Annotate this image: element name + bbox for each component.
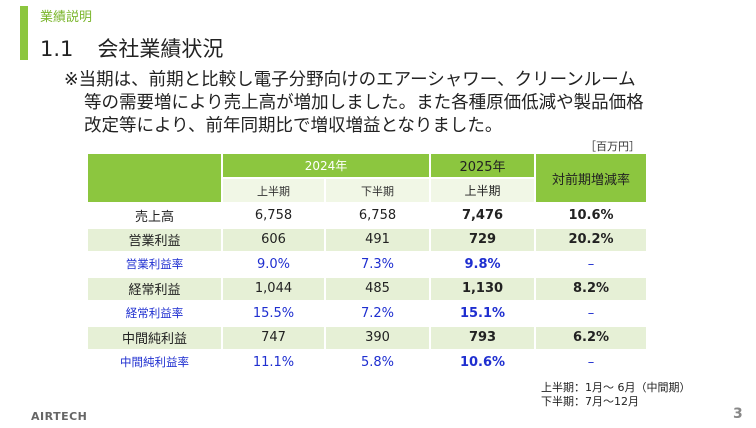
- row-label: 売上高: [88, 204, 223, 229]
- row-label: 営業利益: [88, 228, 223, 253]
- cell-2024-h2: 5.8%: [326, 351, 432, 376]
- cell-2024-h2: 7.2%: [326, 302, 432, 327]
- cell-change: 10.6%: [536, 204, 649, 229]
- header-2025: 2025年: [431, 154, 537, 179]
- note-line-1: ※当期は、前期と比較し電子分野向けのエアーシャワー、クリーンルーム: [64, 70, 636, 90]
- heading-number: 1.1: [40, 37, 74, 61]
- period-note-h1: 上半期：1月～ 6月（中間期）: [541, 381, 691, 394]
- cell-2024-h1: 9.0%: [223, 253, 326, 278]
- cell-2025-h1: 1,130: [431, 277, 537, 302]
- cell-2024-h1: 1,044: [223, 277, 326, 302]
- cell-change: 20.2%: [536, 228, 649, 253]
- performance-table: 2024年 2025年 対前期増減率 上半期 下半期 上半期 売上高 6,758…: [88, 154, 649, 376]
- summary-note: ※当期は、前期と比較し電子分野向けのエアーシャワー、クリーンルーム 等の需要増に…: [64, 69, 724, 138]
- period-note-h2: 下半期：7月～12月: [541, 395, 639, 408]
- table-row: 売上高 6,758 6,758 7,476 10.6%: [88, 204, 649, 229]
- header-2024: 2024年: [223, 154, 432, 179]
- cell-change: –: [536, 351, 649, 376]
- unit-label: ［百万円］: [585, 140, 640, 153]
- cell-2024-h2: 7.3%: [326, 253, 432, 278]
- cell-2024-h2: 6,758: [326, 204, 432, 229]
- table-row: 経常利益率 15.5% 7.2% 15.1% –: [88, 302, 649, 327]
- note-line-2: 等の需要増により売上高が増加しました。また各種原価低減や製品価格: [84, 93, 644, 113]
- cell-2025-h1: 7,476: [431, 204, 537, 229]
- table-row: 営業利益率 9.0% 7.3% 9.8% –: [88, 253, 649, 278]
- cell-2024-h1: 747: [223, 326, 326, 351]
- heading-title: 会社業績状況: [97, 37, 224, 61]
- note-line-3: 改定等により、前年同期比で増収増益となりました。: [84, 116, 503, 136]
- cell-2024-h1: 606: [223, 228, 326, 253]
- header-2025-h1: 上半期: [431, 179, 537, 204]
- table-row: 中間純利益 747 390 793 6.2%: [88, 326, 649, 351]
- row-label: 営業利益率: [88, 253, 223, 278]
- table-row: 営業利益 606 491 729 20.2%: [88, 228, 649, 253]
- period-notes: 上半期：1月～ 6月（中間期） 下半期：7月～12月: [541, 381, 691, 409]
- cell-change: –: [536, 253, 649, 278]
- cell-2024-h1: 6,758: [223, 204, 326, 229]
- company-logo: AIRTECH: [31, 410, 88, 423]
- table-corner: [88, 154, 223, 204]
- page-title: 1.1 会社業績状況: [40, 33, 223, 63]
- row-label: 経常利益: [88, 277, 223, 302]
- cell-2025-h1: 729: [431, 228, 537, 253]
- cell-2024-h2: 485: [326, 277, 432, 302]
- cell-2025-h1: 15.1%: [431, 302, 537, 327]
- cell-change: 8.2%: [536, 277, 649, 302]
- page-number: 3: [733, 406, 743, 422]
- cell-2024-h2: 390: [326, 326, 432, 351]
- header-2024-h2: 下半期: [326, 179, 432, 204]
- cell-change: 6.2%: [536, 326, 649, 351]
- table-row: 経常利益 1,044 485 1,130 8.2%: [88, 277, 649, 302]
- row-label: 中間純利益率: [88, 351, 223, 376]
- accent-bar: [20, 6, 28, 60]
- cell-2024-h1: 11.1%: [223, 351, 326, 376]
- cell-2024-h2: 491: [326, 228, 432, 253]
- cell-2025-h1: 9.8%: [431, 253, 537, 278]
- header-2024-h1: 上半期: [223, 179, 326, 204]
- header-change: 対前期増減率: [536, 154, 649, 204]
- section-label: 業績説明: [40, 10, 93, 25]
- cell-2025-h1: 10.6%: [431, 351, 537, 376]
- row-label: 中間純利益: [88, 326, 223, 351]
- cell-2025-h1: 793: [431, 326, 537, 351]
- row-label: 経常利益率: [88, 302, 223, 327]
- cell-2024-h1: 15.5%: [223, 302, 326, 327]
- table-row: 中間純利益率 11.1% 5.8% 10.6% –: [88, 351, 649, 376]
- cell-change: –: [536, 302, 649, 327]
